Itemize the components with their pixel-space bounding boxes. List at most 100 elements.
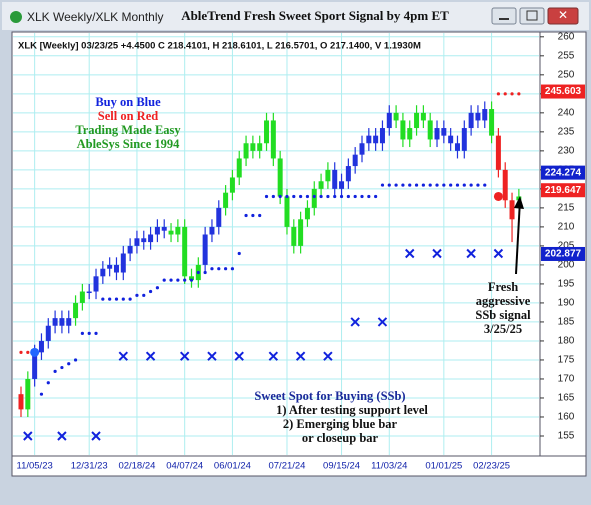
candle-body [175, 226, 181, 235]
stop-dot [374, 194, 378, 199]
stop-dot [108, 297, 112, 301]
candle-body [407, 128, 413, 140]
window-buttons: ✕ [491, 7, 579, 25]
candle-body [509, 200, 515, 220]
x-marker [207, 351, 217, 361]
y-tick-label: 260 [558, 31, 575, 42]
x-marker [23, 431, 33, 441]
x-tick-label: 07/21/24 [268, 461, 305, 472]
candle-body [38, 340, 44, 353]
stop-dot [462, 183, 466, 187]
stop-dot [346, 194, 350, 199]
candle-body [209, 226, 215, 235]
stop-dot [299, 194, 303, 199]
stop-dot [26, 350, 30, 354]
stop-dot [46, 381, 50, 385]
stop-dot [360, 194, 364, 199]
candle-body [427, 120, 433, 140]
y-tick-label: 175 [558, 355, 575, 366]
x-tick-label: 02/18/24 [118, 461, 155, 472]
stop-dot [292, 194, 296, 199]
candle-body [120, 253, 126, 273]
candle-body [318, 181, 324, 189]
stop-dot [258, 213, 262, 218]
candle-body [345, 166, 351, 182]
candle-body [291, 226, 297, 246]
candle-body [100, 268, 106, 277]
y-tick-label: 155 [558, 431, 575, 442]
candle-body [154, 226, 160, 235]
stop-dot [305, 194, 310, 199]
stop-dot [367, 194, 371, 199]
candle-body [216, 207, 222, 227]
price-label-box [541, 84, 585, 99]
maximize-button[interactable] [519, 7, 545, 25]
price-label: 245.603 [545, 86, 582, 97]
stop-dot [155, 286, 159, 290]
candle-body [448, 135, 454, 144]
candle-body [45, 325, 51, 341]
stop-dot [496, 92, 500, 96]
maximize-icon [526, 10, 538, 21]
x-marker [377, 317, 388, 327]
candle-body [189, 276, 194, 281]
stop-dot [428, 183, 432, 187]
stop-dot [483, 183, 487, 187]
candle-body [311, 188, 317, 208]
arrow-head [514, 196, 524, 209]
stop-dot [278, 194, 282, 199]
annotation: aggressive [476, 294, 531, 308]
stop-dot [517, 92, 521, 96]
stop-dot [285, 194, 289, 199]
annotation: 1) After testing support level [276, 403, 428, 417]
y-tick-label: 205 [558, 241, 575, 252]
x-marker [323, 351, 333, 361]
candle-body [79, 291, 85, 303]
stop-dot [339, 194, 344, 199]
candle-body [332, 169, 338, 189]
candle-body [414, 112, 420, 129]
candle-body [304, 207, 310, 220]
price-label: 224.274 [545, 167, 582, 178]
candle-body [86, 291, 92, 294]
stop-dot [312, 194, 316, 199]
x-marker [466, 248, 476, 259]
price-label-box [541, 183, 585, 198]
stop-dot [408, 183, 412, 187]
x-tick-label: 11/03/24 [371, 461, 407, 472]
tab-label[interactable]: XLK Weekly/XLK Monthly [27, 10, 164, 24]
stop-dot [421, 183, 425, 187]
candle-body [454, 143, 460, 151]
annotation: Fresh [488, 280, 518, 294]
stop-dot [230, 267, 235, 271]
stop-dot [128, 297, 132, 301]
close-button[interactable] [547, 7, 579, 25]
minimize-button[interactable] [491, 7, 517, 25]
candle-body [236, 158, 242, 178]
legend-note: Sell on Red [98, 109, 158, 123]
y-tick-label: 250 [558, 69, 575, 80]
annotation: 2) Emerging blue bar [283, 417, 398, 431]
x-tick-label: 12/31/23 [71, 461, 108, 472]
candle-body [495, 135, 501, 170]
candle-body [202, 234, 208, 265]
annotation: Sweet Spot for Buying (SSb) [254, 389, 405, 403]
legend-note: Trading Made Easy [75, 123, 181, 137]
stop-dot [169, 278, 173, 282]
stop-dot [476, 183, 480, 187]
candle-body [325, 169, 331, 182]
stop-dot [53, 369, 57, 373]
x-marker [405, 248, 415, 259]
grid: 155 160 165 170 175 180 185 190 195 200 205 210 215 2… [13, 31, 575, 472]
candle-body [182, 226, 188, 277]
annotation: or closeup bar [302, 431, 379, 445]
stop-dot [510, 92, 514, 96]
stop-dot [217, 267, 221, 271]
price-label: 219.647 [545, 185, 582, 196]
stop-dot [455, 183, 460, 187]
price-label-box [541, 165, 585, 180]
candle-body [468, 112, 474, 129]
candle-body [73, 302, 79, 319]
y-tick-label: 255 [558, 50, 575, 61]
